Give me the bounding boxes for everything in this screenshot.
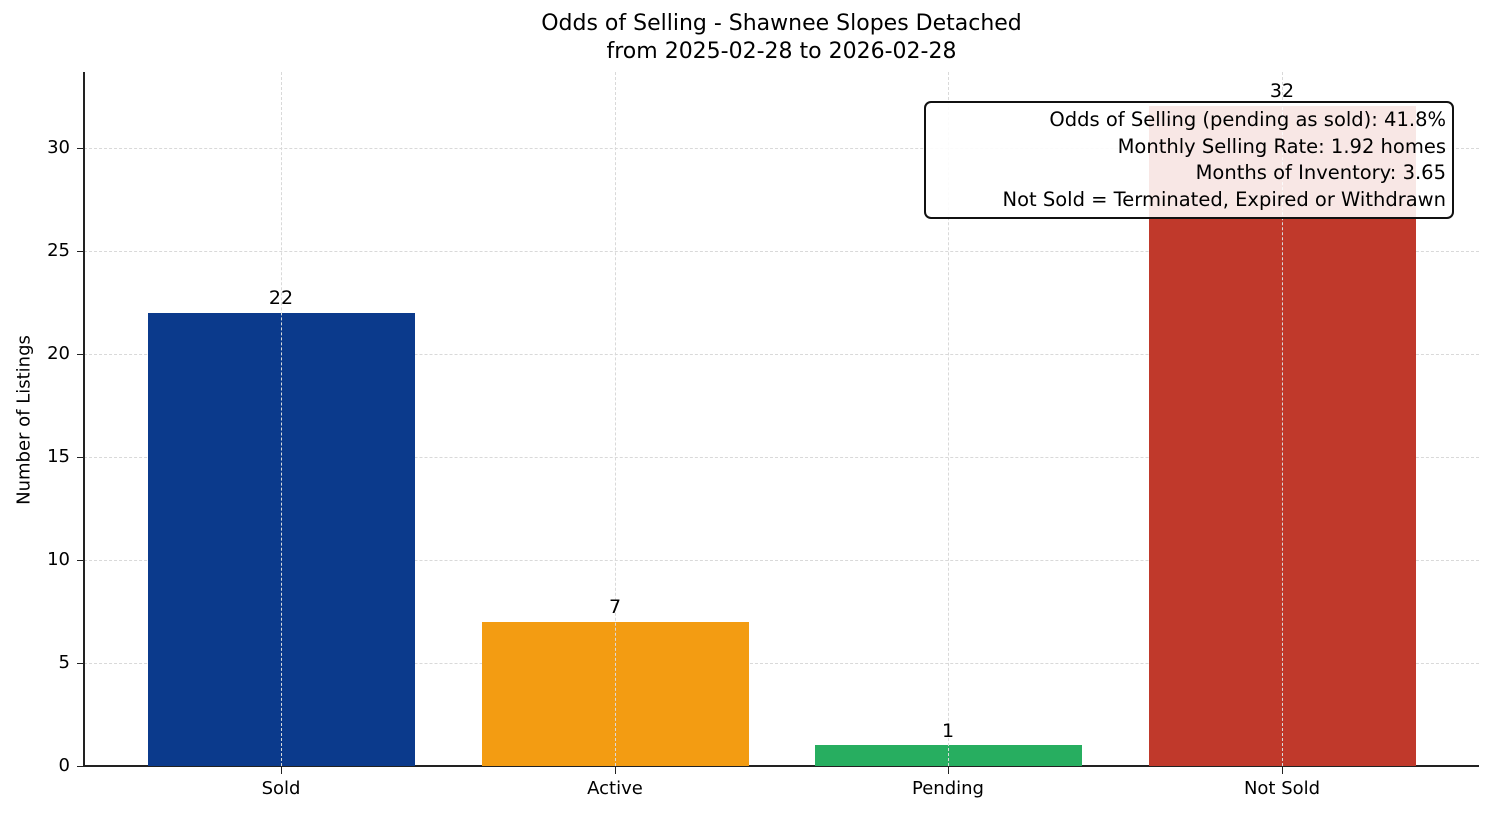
gridline-x-active bbox=[615, 72, 616, 766]
annotation-monthly-rate: Monthly Selling Rate: 1.92 homes bbox=[1117, 134, 1446, 158]
ytick-label-5: 5 bbox=[58, 652, 70, 673]
ytick-label-20: 20 bbox=[47, 343, 70, 364]
gridline-x-not-sold bbox=[1282, 72, 1283, 766]
ytick-10 bbox=[77, 560, 84, 561]
y-axis-line bbox=[83, 72, 85, 767]
stats-annotation-box: Odds of Selling (pending as sold): 41.8%… bbox=[924, 101, 1454, 219]
gridline-y-15 bbox=[84, 457, 1479, 458]
gridline-y-25 bbox=[84, 251, 1479, 252]
xtick-label-pending: Pending bbox=[912, 778, 984, 799]
bar-value-not-sold: 32 bbox=[1269, 80, 1295, 102]
chart-title-main: Odds of Selling - Shawnee Slopes Detache… bbox=[541, 11, 1022, 36]
gridline-y-10 bbox=[84, 560, 1479, 561]
ytick-5 bbox=[77, 663, 84, 664]
x-axis-line bbox=[83, 765, 1479, 767]
ytick-0 bbox=[77, 766, 84, 767]
ytick-label-10: 10 bbox=[47, 549, 70, 570]
xtick-active bbox=[615, 767, 616, 774]
ytick-25 bbox=[77, 251, 84, 252]
bar-value-active: 7 bbox=[608, 596, 622, 618]
xtick-label-active: Active bbox=[587, 778, 643, 799]
gridline-y-20 bbox=[84, 354, 1479, 355]
ytick-20 bbox=[77, 354, 84, 355]
annotation-months-inventory: Months of Inventory: 3.65 bbox=[1195, 161, 1446, 184]
gridline-y-30 bbox=[84, 148, 1479, 149]
bar-value-sold: 22 bbox=[268, 287, 294, 309]
ytick-label-25: 25 bbox=[47, 240, 70, 261]
ytick-15 bbox=[77, 457, 84, 458]
annotation-odds-of-selling: Odds of Selling (pending as sold): 41.8% bbox=[1049, 108, 1446, 131]
bar-value-pending: 1 bbox=[941, 720, 955, 742]
y-axis-label: Number of Listings bbox=[13, 335, 35, 505]
gridline-y-5 bbox=[84, 663, 1479, 664]
xtick-label-not-sold: Not Sold bbox=[1243, 778, 1321, 799]
xtick-not-sold bbox=[1282, 767, 1283, 774]
ytick-30 bbox=[77, 148, 84, 149]
xtick-label-sold: Sold bbox=[261, 778, 301, 799]
gridline-x-sold bbox=[281, 72, 282, 766]
chart-subtitle: from 2025-02-28 to 2026-02-28 bbox=[606, 39, 957, 64]
ytick-label-0: 0 bbox=[58, 755, 70, 776]
annotation-not-sold-note: Not Sold = Terminated, Expired or Withdr… bbox=[1002, 187, 1446, 211]
ytick-label-30: 30 bbox=[47, 137, 70, 158]
gridline-x-pending bbox=[948, 72, 949, 766]
chart-title: Odds of Selling - Shawnee Slopes Detache… bbox=[0, 10, 1494, 66]
xtick-pending bbox=[948, 767, 949, 774]
ytick-label-15: 15 bbox=[47, 446, 70, 467]
xtick-sold bbox=[281, 767, 282, 774]
